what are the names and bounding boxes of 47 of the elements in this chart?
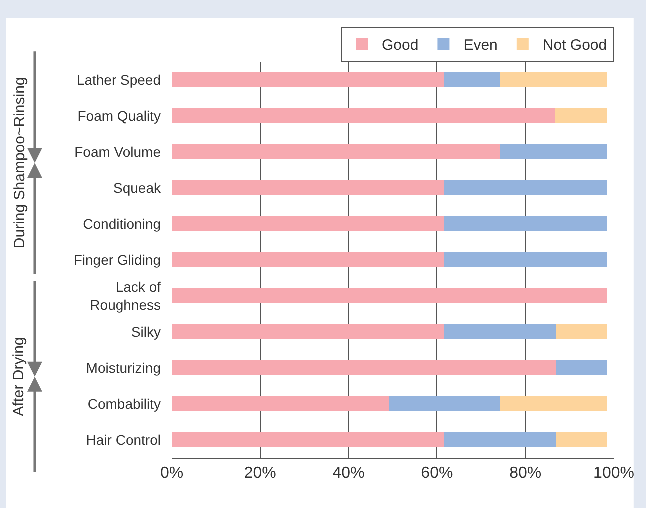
y-tick-label: Conditioning <box>83 216 161 232</box>
bar <box>556 432 608 448</box>
bar <box>500 396 608 412</box>
bar <box>444 216 608 232</box>
x-tick-label: 40% <box>332 465 365 482</box>
bar <box>444 180 608 196</box>
x-tick-label: 20% <box>244 465 276 482</box>
bar <box>172 252 444 268</box>
bar <box>172 288 608 304</box>
y-tick-label: Silky <box>131 324 161 340</box>
text: During Shampoo~Rinsing <box>11 77 28 249</box>
y-tick-label: Moisturizing <box>86 360 161 376</box>
x-tick-label: 60% <box>421 465 454 482</box>
y-tick-label: Squeak <box>114 180 162 196</box>
bar <box>172 72 444 88</box>
bar <box>444 252 608 268</box>
bar <box>172 324 444 340</box>
bar <box>172 396 390 412</box>
bar <box>389 396 500 412</box>
bar <box>555 108 608 124</box>
legend-label: Even <box>464 37 498 54</box>
bar <box>500 144 608 160</box>
bar <box>172 360 556 376</box>
x-tick-label: 0% <box>160 465 184 482</box>
bar <box>556 324 608 340</box>
bar <box>172 180 444 196</box>
bar <box>444 432 556 448</box>
bar <box>556 360 608 376</box>
y-tick-label: Foam Volume <box>74 144 162 160</box>
bar <box>172 432 444 448</box>
y-tick-label: Combability <box>88 396 161 412</box>
bar <box>500 72 608 88</box>
legend-label: Not Good <box>542 37 608 54</box>
legend-label: Good <box>382 37 419 54</box>
y-tick-label: Lather Speed <box>76 72 161 88</box>
y-tick-label: Lack of Roughness <box>90 278 162 313</box>
bar <box>172 216 444 232</box>
x-tick-label: 100% <box>594 465 634 482</box>
y-tick-label: Foam Quality <box>78 108 161 124</box>
bar <box>172 144 500 160</box>
bar <box>444 72 500 88</box>
bar <box>444 324 556 340</box>
bar <box>172 108 556 124</box>
y-tick-label: Hair Control <box>86 432 161 448</box>
text: After Drying <box>10 337 28 416</box>
x-tick-label: 80% <box>510 465 542 482</box>
y-tick-label: Finger Gliding <box>74 252 161 268</box>
